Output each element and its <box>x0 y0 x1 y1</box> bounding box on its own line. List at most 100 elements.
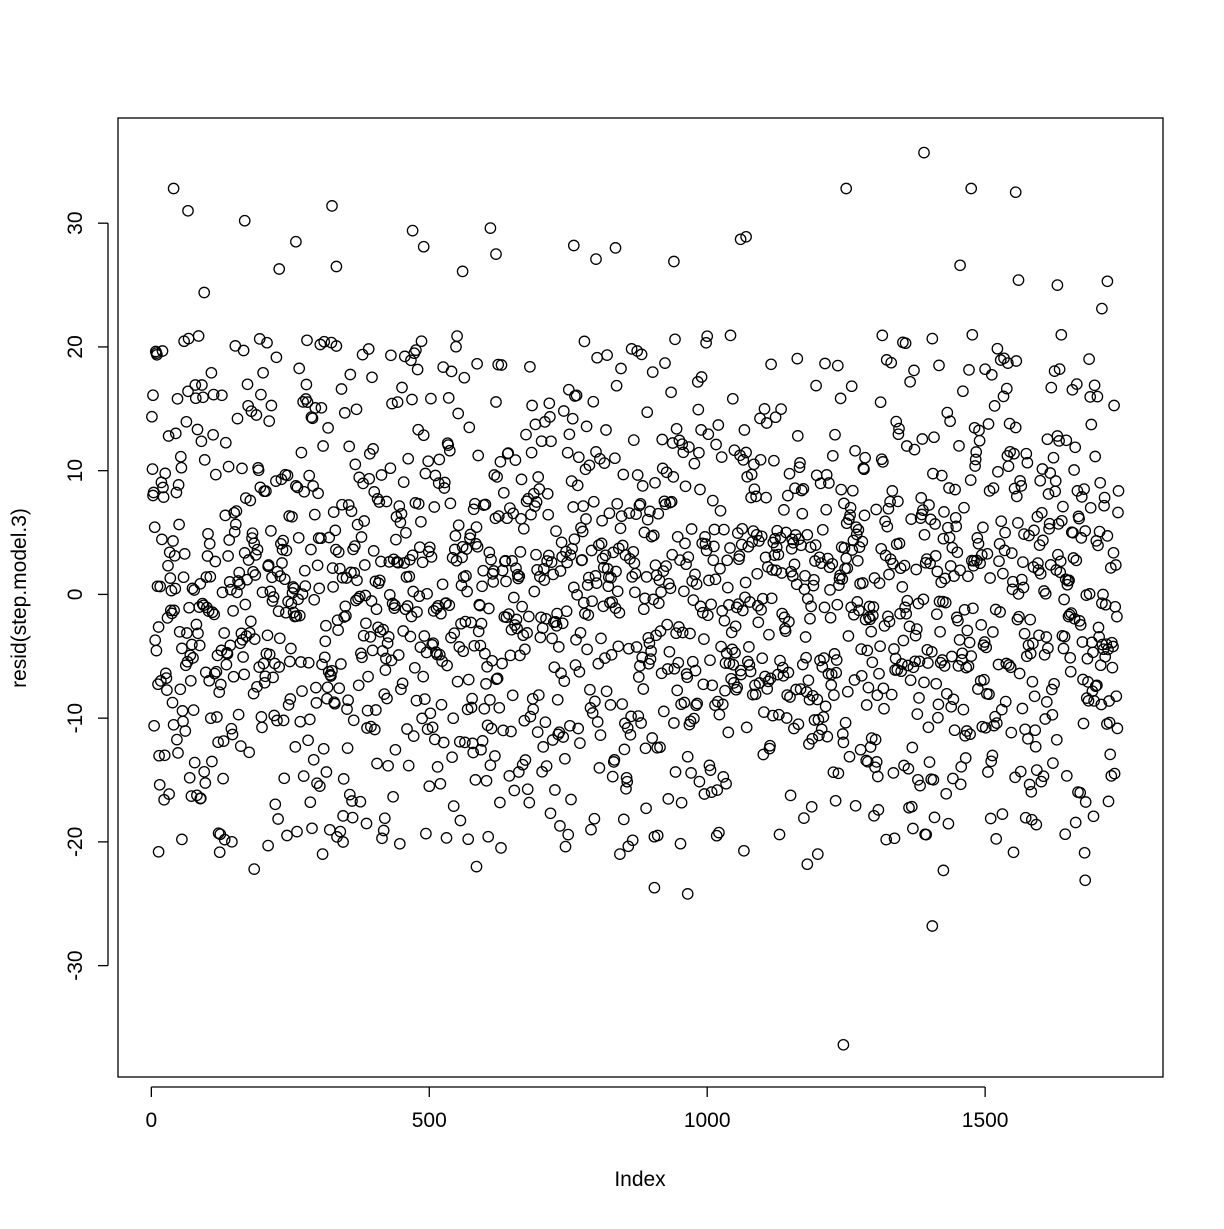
data-point <box>459 615 472 628</box>
data-point <box>983 688 995 701</box>
data-point <box>874 640 886 653</box>
data-point <box>539 716 552 729</box>
data-point <box>227 605 239 617</box>
data-point <box>373 574 386 587</box>
data-point <box>934 625 946 638</box>
data-point <box>958 603 971 616</box>
data-point <box>167 535 179 547</box>
data-point <box>462 673 475 686</box>
data-point <box>612 640 625 653</box>
data-point <box>778 504 790 516</box>
data-point <box>318 335 331 348</box>
data-point <box>609 242 622 254</box>
data-point <box>412 498 425 510</box>
data-point <box>396 677 409 690</box>
data-point <box>826 449 839 462</box>
data-point <box>1102 795 1115 808</box>
data-point <box>177 715 189 728</box>
data-point <box>1058 630 1071 643</box>
data-point <box>429 469 442 482</box>
data-point <box>828 689 840 701</box>
data-point <box>978 636 991 648</box>
data-point <box>649 476 661 489</box>
data-point <box>357 629 370 642</box>
data-point <box>490 396 502 408</box>
data-point <box>954 778 967 791</box>
data-point <box>671 684 684 697</box>
data-point <box>757 748 770 761</box>
data-point <box>818 601 831 614</box>
data-point <box>830 654 843 666</box>
y-tick-label: 0 <box>64 589 87 601</box>
data-point <box>282 699 295 711</box>
data-point <box>1007 575 1019 588</box>
data-point <box>1095 698 1108 711</box>
data-point <box>262 559 275 571</box>
data-point <box>259 670 272 683</box>
data-point <box>697 678 710 691</box>
data-point <box>895 665 908 678</box>
data-point <box>506 555 518 567</box>
data-point <box>684 627 696 640</box>
data-point <box>463 421 476 434</box>
data-point <box>627 545 640 558</box>
data-point <box>790 683 802 696</box>
data-point <box>231 586 243 599</box>
data-point <box>899 337 912 350</box>
data-point <box>924 557 936 570</box>
data-point <box>260 485 272 497</box>
data-point <box>494 455 507 468</box>
data-point <box>389 743 402 756</box>
data-point <box>791 352 804 365</box>
data-point <box>801 592 814 605</box>
data-point <box>791 430 804 442</box>
data-point <box>1073 512 1085 525</box>
data-point <box>157 481 169 494</box>
data-point <box>729 620 742 633</box>
data-point <box>723 599 735 611</box>
data-point <box>211 711 223 723</box>
data-point <box>793 461 806 474</box>
data-point <box>401 723 413 735</box>
data-point <box>415 335 428 348</box>
data-point <box>461 585 473 598</box>
data-point <box>381 692 393 705</box>
data-point <box>605 648 618 661</box>
data-point <box>453 735 466 748</box>
data-point <box>773 708 785 721</box>
data-point <box>743 641 755 653</box>
data-point <box>1057 642 1070 655</box>
data-point <box>961 624 974 637</box>
data-point <box>1055 328 1068 341</box>
data-point <box>1013 610 1025 623</box>
data-point <box>1054 555 1067 568</box>
data-point <box>301 334 313 347</box>
x-tick-label: 1000 <box>684 1109 731 1132</box>
data-point <box>278 772 291 785</box>
data-point <box>508 784 521 797</box>
data-point <box>590 577 603 589</box>
data-point <box>248 863 261 875</box>
data-point <box>1047 757 1059 769</box>
data-point <box>883 615 896 628</box>
data-point <box>647 529 660 542</box>
data-point <box>969 453 982 466</box>
data-point <box>636 480 649 492</box>
data-point <box>423 780 436 793</box>
data-point <box>1089 450 1102 463</box>
data-point <box>519 643 531 656</box>
data-point <box>642 631 655 644</box>
data-point <box>386 397 398 410</box>
y-tick-label: -30 <box>64 950 87 980</box>
data-point <box>173 625 186 638</box>
data-point <box>801 528 814 541</box>
data-point <box>1052 548 1064 561</box>
data-point <box>659 357 671 369</box>
data-point <box>1065 607 1078 619</box>
data-point <box>1012 517 1024 529</box>
data-point <box>1014 765 1027 778</box>
data-point <box>256 586 269 599</box>
data-point <box>603 507 616 520</box>
data-point <box>796 658 809 671</box>
data-point <box>450 554 463 567</box>
